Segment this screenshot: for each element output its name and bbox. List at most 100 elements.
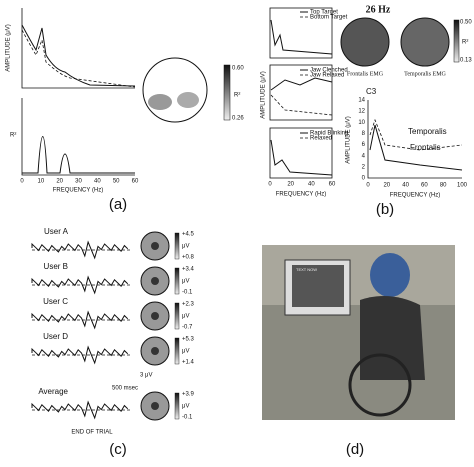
- head-map: [142, 57, 208, 123]
- colorbar: [174, 302, 180, 330]
- colorbar-max: +2.3: [182, 302, 195, 308]
- colorbar-min: 0.26: [232, 116, 244, 122]
- colorbar-max: +4.5: [182, 232, 195, 238]
- wheel: [348, 353, 412, 417]
- erp-trace: [31, 400, 129, 420]
- colorbar-unit: μV: [182, 314, 189, 320]
- panel-c: 3 μV 500 msec END OF TRIAL (c) User A +4.…: [31, 227, 195, 458]
- curve: [22, 136, 135, 174]
- y-tick-label: 4: [362, 153, 366, 159]
- y-tick-label: 10: [358, 120, 365, 126]
- y-label: AMPLITUDE (μV): [346, 116, 352, 163]
- screen-text: TEXT NOW: [296, 267, 317, 272]
- colorbar-min: -0.7: [182, 325, 193, 331]
- hot-spot: [151, 242, 159, 250]
- x-tick-label: 40: [402, 183, 409, 189]
- x-tick-label: 0: [366, 183, 370, 189]
- colorbar-unit: μV: [182, 279, 189, 285]
- colorbar-unit: μV: [182, 404, 189, 410]
- y-tick-label: 0: [362, 176, 366, 182]
- scale-amplitude: 3 μV: [140, 373, 152, 379]
- panel-label: (b): [376, 201, 394, 218]
- legend-label: Top Target: [310, 10, 338, 16]
- x-tick-label: 60: [421, 183, 428, 189]
- map-title: 26 Hz: [366, 4, 391, 15]
- cap: [370, 253, 410, 297]
- axis: [21, 8, 135, 89]
- colorbar-label: R²: [462, 40, 468, 46]
- legend-label: Jaw Relaxed: [310, 73, 344, 79]
- x-tick-label: 20: [56, 179, 63, 185]
- x-tick-label: 80: [440, 183, 447, 189]
- annotation: Frontalis: [410, 143, 441, 152]
- x-tick-label: 30: [75, 179, 82, 185]
- y-label: AMPLITUDE (μV): [261, 71, 267, 118]
- x-tick-label: 0: [268, 182, 272, 188]
- colorbar-max: 0.50: [460, 20, 472, 26]
- x-tick-label: 100: [457, 183, 468, 189]
- y-tick-label: 6: [362, 142, 366, 148]
- colorbar-min: 0.13: [460, 58, 472, 64]
- panel-label: (c): [109, 441, 127, 458]
- hot-spot: [148, 94, 172, 110]
- plot-frame: [269, 7, 333, 59]
- x-tick-label: 60: [132, 179, 139, 185]
- colorbar-unit: μV: [182, 349, 189, 355]
- curve: [21, 24, 136, 87]
- y-label: R²: [10, 133, 16, 139]
- colorbar-max: 0.60: [232, 66, 244, 72]
- curve: [270, 139, 333, 176]
- colorbar-min: -0.1: [182, 290, 193, 296]
- head-map: [400, 17, 450, 67]
- x-label: FREQUENCY (Hz): [53, 188, 104, 194]
- x-label: FREQUENCY (Hz): [276, 192, 327, 198]
- panel-label: (d): [346, 441, 364, 458]
- colorbar-max: +3.4: [182, 267, 195, 273]
- legend-label: Rapid Blinking: [310, 131, 348, 137]
- annotation: Temporalis: [408, 127, 447, 136]
- user-name: User B: [44, 262, 68, 271]
- colorbar-min: +0.8: [182, 255, 195, 261]
- colorbar: [174, 232, 180, 260]
- colorbar-min: -0.1: [182, 415, 193, 421]
- axis: [21, 98, 135, 176]
- erp-trace: [31, 345, 129, 365]
- legend-label: Bottom Target: [310, 15, 348, 21]
- map-caption: Temporalis EMG: [404, 71, 446, 77]
- user-name: User C: [43, 297, 68, 306]
- person: [360, 296, 425, 380]
- colorbar: [174, 267, 180, 295]
- x-tick-label: 20: [287, 182, 294, 188]
- erp-trace: [31, 240, 129, 260]
- y-tick-label: 12: [358, 109, 365, 115]
- panel-label: (a): [109, 196, 127, 213]
- x-tick-label: 20: [383, 183, 390, 189]
- x-tick-label: 50: [113, 179, 120, 185]
- scale-time: 500 msec: [112, 386, 138, 392]
- legend-label: Jaw Clenched: [310, 68, 348, 74]
- colorbar: [174, 392, 180, 420]
- curve: [270, 94, 333, 116]
- curve: [270, 77, 333, 91]
- x-tick-label: 0: [20, 179, 24, 185]
- colorbar-label: R²: [234, 93, 240, 99]
- colorbar-min: +1.4: [182, 360, 195, 366]
- curve: [369, 124, 463, 171]
- c3-title: C3: [366, 87, 377, 96]
- x-tick-label: 10: [37, 179, 44, 185]
- x-label: FREQUENCY (Hz): [390, 193, 441, 199]
- plot-frame: [269, 64, 333, 121]
- hot-spot: [151, 402, 159, 410]
- colorbar: [223, 64, 231, 121]
- erp-trace: [31, 310, 129, 330]
- curve: [369, 118, 463, 151]
- legend-label: Relaxed: [310, 136, 332, 142]
- x-tick-label: 40: [308, 182, 315, 188]
- plot-frame: [269, 127, 333, 179]
- y-tick-label: 8: [362, 131, 366, 137]
- map-caption: Frontalis EMG: [347, 71, 384, 77]
- panel-d: TEXT NOW (d): [262, 245, 455, 458]
- screen: [292, 265, 344, 307]
- erp-trace: [31, 275, 129, 295]
